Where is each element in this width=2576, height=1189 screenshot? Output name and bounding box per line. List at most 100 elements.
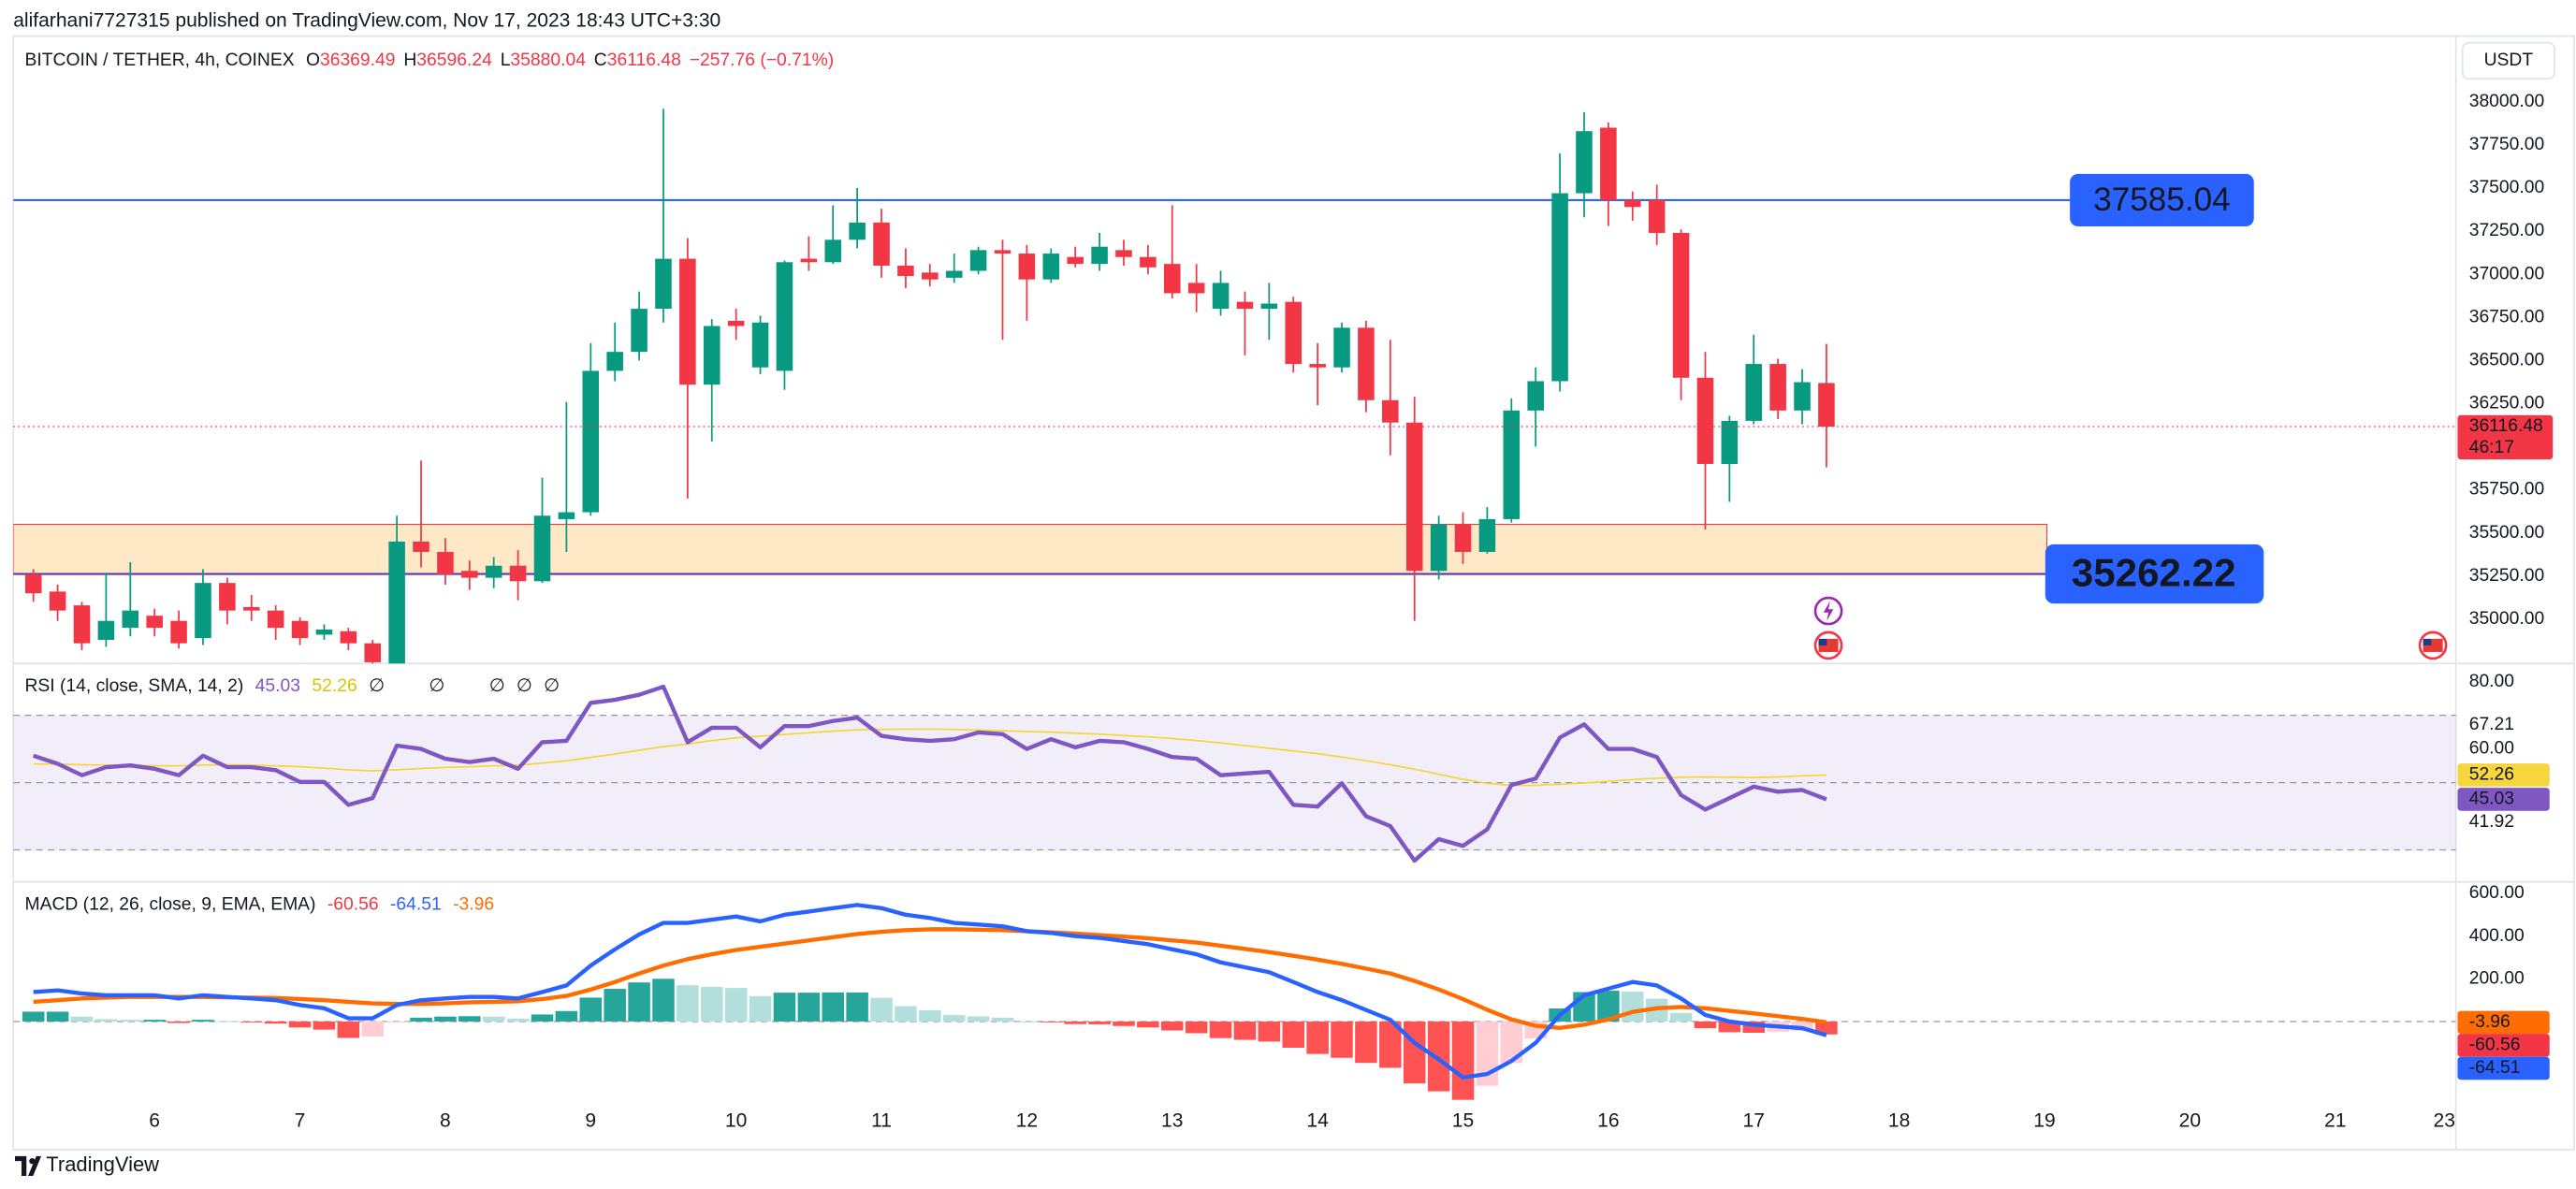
zone-label-box bbox=[2045, 544, 2264, 604]
candle-body bbox=[873, 222, 890, 266]
x-tick-label: 15 bbox=[1452, 1110, 1474, 1132]
candle-body bbox=[922, 272, 939, 280]
y-tick-label: 35500.00 bbox=[2469, 523, 2545, 543]
macd-histogram-bar bbox=[628, 982, 650, 1022]
zone-label: 35262.22 bbox=[2072, 550, 2236, 594]
x-tick-label: 6 bbox=[149, 1110, 160, 1132]
macd-histogram-bar bbox=[1379, 1021, 1402, 1068]
overlay: 37585.04 35262.22 35000.00 35250.00 35500.00… bbox=[149, 92, 2554, 1132]
candle-body bbox=[1382, 399, 1399, 423]
candle-body bbox=[1430, 524, 1448, 572]
ohlc-value: 36369.49 bbox=[320, 51, 396, 70]
ohlc-value: 36596.24 bbox=[416, 51, 492, 70]
candle-body bbox=[1576, 131, 1593, 194]
y-tick-label: 80.00 bbox=[2469, 672, 2514, 691]
macd-histogram-bar bbox=[870, 997, 893, 1022]
candle-body bbox=[1551, 193, 1568, 382]
macd-axis-label-box bbox=[2457, 1010, 2550, 1035]
currency-button[interactable] bbox=[2461, 41, 2555, 80]
macd-histogram-bar bbox=[95, 1019, 118, 1022]
macd-hist-value: -60.56 bbox=[327, 894, 379, 914]
candle-body bbox=[1721, 420, 1739, 464]
rsi-extra: ∅ bbox=[489, 676, 505, 696]
rsi-extra: ∅ bbox=[369, 676, 385, 696]
candle-body bbox=[1018, 254, 1036, 280]
y-tick-label: 36250.00 bbox=[2469, 394, 2545, 413]
y-tick-label: 35250.00 bbox=[2469, 566, 2545, 586]
macd-histogram-bar bbox=[846, 992, 868, 1022]
macd-histogram-bar bbox=[1306, 1021, 1329, 1054]
macd-histogram-bar bbox=[143, 1020, 166, 1022]
macd-histogram-bar bbox=[1355, 1021, 1377, 1064]
support-zone bbox=[13, 523, 2048, 575]
candle-body bbox=[242, 606, 260, 611]
change: −257.76 (−0.71%) bbox=[690, 51, 835, 70]
candle-body bbox=[1769, 364, 1786, 411]
macd-histogram-bar bbox=[167, 1021, 190, 1023]
macd-histogram-bar bbox=[46, 1011, 69, 1022]
macd-histogram-bar bbox=[773, 993, 796, 1022]
brand-logo-dot bbox=[29, 1157, 36, 1165]
macd-histogram-bar bbox=[410, 1017, 432, 1022]
candle-body bbox=[437, 551, 454, 574]
macd-value: -64.51 bbox=[390, 894, 442, 914]
rsi-extra: ∅ bbox=[544, 676, 560, 696]
candle-body bbox=[122, 610, 139, 629]
candle-body bbox=[1067, 256, 1084, 265]
frame bbox=[12, 35, 2575, 1151]
candle-body bbox=[776, 262, 793, 371]
macd-histogram-bar bbox=[458, 1016, 481, 1022]
rsi-sma-value: 52.26 bbox=[312, 676, 357, 696]
macd-histogram-bar bbox=[942, 1015, 966, 1022]
candle-body bbox=[1696, 377, 1714, 464]
macd-histogram-bar bbox=[652, 979, 675, 1022]
candle-body bbox=[340, 631, 357, 644]
candle-body bbox=[849, 222, 866, 240]
y-tick-label: 67.21 bbox=[2469, 715, 2514, 734]
candle-body bbox=[1187, 283, 1205, 294]
candle-body bbox=[195, 583, 211, 639]
publisher: alifarhani7727315 published on TradingVi… bbox=[13, 9, 720, 31]
y-tick-label: 200.00 bbox=[2469, 968, 2525, 988]
level-label: 37585.04 bbox=[2093, 181, 2230, 218]
x-tick-label: 21 bbox=[2324, 1110, 2346, 1132]
candle-body bbox=[631, 309, 648, 353]
candle-body bbox=[897, 265, 914, 277]
macd-histogram-bar bbox=[604, 989, 626, 1022]
candle-body bbox=[800, 258, 818, 263]
macd-histogram-bar bbox=[1282, 1021, 1305, 1049]
rsi-sma-axis-label-box bbox=[2457, 763, 2550, 787]
macd-histogram-bar bbox=[1815, 1021, 1838, 1035]
candle-body bbox=[509, 565, 527, 582]
macd-histogram-bar bbox=[264, 1021, 287, 1024]
lightning-icon bbox=[1823, 601, 1834, 621]
macd-histogram-bar bbox=[1233, 1021, 1257, 1040]
candle-body bbox=[994, 250, 1011, 254]
macd-histogram-bar bbox=[1137, 1021, 1159, 1028]
macd-histogram-bar bbox=[1403, 1021, 1426, 1084]
candle-body bbox=[1091, 246, 1108, 265]
currency[interactable]: USDT bbox=[2484, 51, 2534, 70]
macd-axis-label: -60.56 bbox=[2469, 1036, 2521, 1055]
macd-histogram-bar bbox=[701, 986, 723, 1022]
candle-body bbox=[969, 250, 987, 271]
candle-body bbox=[24, 573, 42, 594]
macd-pane bbox=[13, 903, 2456, 1100]
x-tick-label: 10 bbox=[725, 1110, 747, 1132]
candle-body bbox=[1454, 524, 1472, 552]
ohlc-key: O bbox=[306, 51, 320, 70]
macd-histogram-bar bbox=[1427, 1021, 1450, 1092]
ohlc-key: L bbox=[501, 51, 511, 70]
macd-legend: MACD (12, 26, close, 9, EMA, EMA) -60.56… bbox=[25, 894, 495, 914]
candle-body bbox=[291, 620, 309, 639]
candle-body bbox=[582, 370, 600, 513]
level-label-box bbox=[2070, 173, 2254, 227]
macd-histogram-bar bbox=[1113, 1021, 1135, 1026]
rsi-axis-label-box bbox=[2457, 788, 2550, 811]
x-tick-label: 17 bbox=[1743, 1110, 1765, 1132]
macd-histogram-bar bbox=[1331, 1021, 1353, 1058]
macd-histogram-bar bbox=[1718, 1021, 1741, 1033]
symbol-title: BITCOIN / TETHER, 4h, COINEX bbox=[25, 51, 295, 70]
y-tick-label: 36500.00 bbox=[2469, 350, 2545, 370]
